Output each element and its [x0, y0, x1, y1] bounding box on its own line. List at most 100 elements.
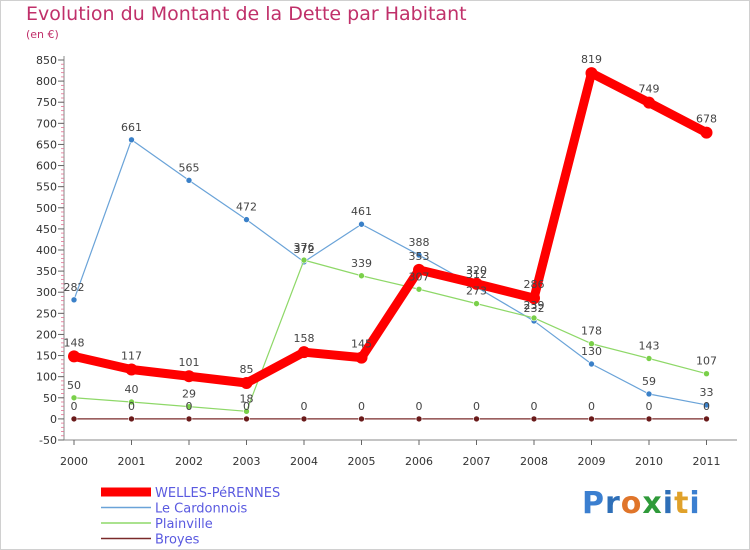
y-tick-label: 650: [36, 138, 57, 151]
data-label: 101: [179, 356, 200, 369]
y-tick-label: 500: [36, 202, 57, 215]
data-point: [645, 390, 653, 398]
x-tick-label: 2010: [635, 455, 663, 468]
x-tick-label: 2005: [348, 455, 376, 468]
data-label: 678: [696, 113, 717, 126]
legend-label: Broyes: [155, 533, 200, 548]
data-label: 33: [700, 386, 714, 399]
data-label: 819: [581, 53, 602, 66]
data-label: 661: [121, 121, 142, 134]
data-label: 472: [236, 201, 257, 214]
y-tick-label: 350: [36, 265, 57, 278]
series-line: [73, 259, 708, 412]
data-label: 0: [243, 400, 250, 413]
data-point: [645, 415, 653, 423]
data-label: 376: [294, 241, 315, 254]
logo-letter: i: [662, 486, 675, 521]
logo-letter: P: [582, 486, 605, 521]
data-label: 59: [642, 375, 656, 388]
logo-letter: r: [605, 486, 621, 521]
data-label: 749: [639, 83, 660, 96]
data-label: 0: [71, 400, 78, 413]
data-point: [70, 394, 78, 402]
data-point: [415, 285, 423, 293]
data-label: 0: [703, 400, 710, 413]
y-tick-label: 400: [36, 244, 57, 257]
data-label: 0: [416, 400, 423, 413]
data-point: [703, 401, 710, 409]
data-point: [185, 415, 193, 423]
data-label: 565: [179, 161, 200, 174]
y-tick-label: 750: [36, 96, 57, 109]
y-tick-label: 450: [36, 223, 57, 236]
x-tick-label: 2002: [175, 455, 203, 468]
data-label: 461: [351, 205, 372, 218]
data-point: [588, 415, 595, 423]
logo-letter: i: [689, 486, 701, 521]
data-label: 0: [646, 400, 653, 413]
series-line: [73, 139, 708, 406]
series-line: [69, 68, 711, 388]
data-label: 232: [524, 302, 545, 315]
data-point: [243, 415, 250, 423]
axes: -500501001502002503003504004505005506006…: [36, 54, 737, 468]
y-tick-label: 800: [36, 75, 57, 88]
data-point: [413, 263, 425, 276]
x-tick-label: 2011: [693, 455, 721, 468]
y-tick-label: 0: [50, 413, 57, 426]
chart-title: Evolution du Montant de la Dette par Hab…: [26, 3, 467, 25]
data-point: [703, 415, 710, 423]
data-label: 0: [301, 400, 308, 413]
data-label: 372: [294, 243, 315, 256]
data-point: [300, 415, 308, 423]
proxiti-logo: Proxiti: [582, 486, 701, 521]
y-tick-label: 300: [36, 286, 57, 299]
data-label: 178: [581, 325, 602, 338]
legend-label: Le Cardonnois: [155, 502, 248, 517]
data-label: 282: [64, 281, 85, 294]
logo-letter: o: [620, 486, 643, 521]
data-point: [588, 340, 595, 348]
data-point: [70, 415, 78, 423]
x-tick-label: 2001: [118, 455, 146, 468]
y-tick-label: 50: [43, 392, 57, 405]
x-tick-label: 2004: [290, 455, 318, 468]
data-label: 40: [125, 383, 139, 396]
data-point: [300, 256, 308, 264]
data-point: [585, 67, 598, 80]
data-label: 143: [639, 340, 660, 353]
x-tick-label: 2009: [578, 455, 606, 468]
data-label: 339: [351, 257, 372, 270]
data-label: 117: [121, 349, 142, 362]
data-label: 273: [466, 285, 487, 298]
data-point: [703, 370, 710, 378]
y-tick-label: 200: [36, 328, 57, 341]
data-label: 0: [128, 400, 135, 413]
data-label: 158: [294, 332, 315, 345]
data-label: 307: [409, 270, 430, 283]
legend-label: WELLES-PéRENNES: [155, 486, 280, 501]
data-label: 29: [182, 388, 196, 401]
y-tick-label: 700: [36, 117, 57, 130]
y-tick-label: 250: [36, 307, 57, 320]
data-point: [528, 292, 540, 305]
data-point: [128, 398, 135, 406]
data-point: [70, 296, 78, 304]
x-tick-label: 2000: [60, 455, 88, 468]
data-label: 0: [531, 400, 538, 413]
data-label: 0: [358, 400, 365, 413]
x-tick-label: 2003: [233, 455, 261, 468]
data-label: 50: [67, 379, 81, 392]
logo-letter: x: [642, 486, 663, 521]
data-point: [358, 415, 365, 423]
data-point: [128, 415, 135, 423]
data-label: 239: [524, 299, 545, 312]
x-tick-label: 2008: [520, 455, 548, 468]
data-point: [473, 415, 480, 423]
data-point: [298, 346, 310, 359]
data-point: [185, 177, 193, 184]
data-point: [243, 216, 250, 223]
data-label: 0: [588, 400, 595, 413]
data-label: 148: [64, 336, 85, 349]
